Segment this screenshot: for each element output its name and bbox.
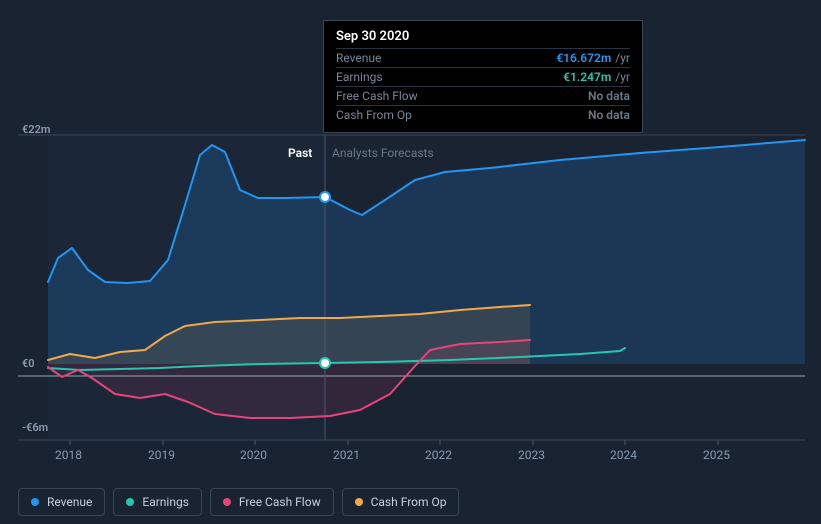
y-axis-tick-label: €22m <box>22 123 50 136</box>
legend-dot-icon <box>31 498 39 506</box>
tooltip-row-value: No data <box>588 89 630 103</box>
legend-item[interactable]: Free Cash Flow <box>210 488 334 516</box>
legend-dot-icon <box>126 498 134 506</box>
tooltip-row-suffix: /yr <box>615 70 630 84</box>
y-axis-tick-label: €0 <box>22 357 35 370</box>
chart-legend: Revenue Earnings Free Cash Flow Cash From O… <box>18 488 459 516</box>
past-label: Past <box>288 146 312 160</box>
tooltip-date: Sep 30 2020 <box>336 29 630 44</box>
x-axis-tick-label: 2021 <box>333 448 360 462</box>
tooltip-row-label: Cash From Op <box>336 108 412 122</box>
tooltip-row-label: Earnings <box>336 70 383 84</box>
tooltip-row-value: No data <box>588 108 630 122</box>
chart-tooltip: Sep 30 2020 Revenue €16.672m/yr Earnings €1… <box>323 20 643 133</box>
financial-chart: €22m €0 -€6m 2018 2019 2020 2021 2022 2023 2024 2… <box>0 0 821 524</box>
legend-dot-icon <box>223 498 231 506</box>
x-axis-tick-label: 2022 <box>425 448 452 462</box>
tooltip-row: Revenue €16.672m/yr <box>336 48 630 67</box>
tooltip-row-label: Revenue <box>336 51 381 65</box>
tooltip-row-value: €16.672m <box>556 51 611 65</box>
legend-item[interactable]: Cash From Op <box>342 488 460 516</box>
tooltip-row-value: €1.247m <box>563 70 611 84</box>
legend-item-label: Cash From Op <box>371 495 447 509</box>
x-axis-tick-label: 2025 <box>703 448 730 462</box>
legend-item[interactable]: Earnings <box>113 488 202 516</box>
x-axis-tick-label: 2023 <box>518 448 545 462</box>
tooltip-row: Earnings €1.247m/yr <box>336 67 630 86</box>
x-axis-tick-label: 2018 <box>55 448 82 462</box>
forecast-label: Analysts Forecasts <box>332 146 434 160</box>
tooltip-row: Cash From Op No data <box>336 105 630 124</box>
tooltip-row-label: Free Cash Flow <box>336 89 418 103</box>
legend-item-label: Free Cash Flow <box>239 495 321 509</box>
x-axis-tick-label: 2019 <box>148 448 175 462</box>
tooltip-row: Free Cash Flow No data <box>336 86 630 105</box>
legend-item-label: Earnings <box>142 495 189 509</box>
legend-item-label: Revenue <box>47 495 92 509</box>
legend-dot-icon <box>355 498 363 506</box>
tooltip-row-suffix: /yr <box>615 51 630 65</box>
legend-item[interactable]: Revenue <box>18 488 105 516</box>
x-axis-tick-label: 2020 <box>240 448 267 462</box>
x-axis-tick-label: 2024 <box>610 448 637 462</box>
y-axis-tick-label: -€6m <box>22 421 48 434</box>
